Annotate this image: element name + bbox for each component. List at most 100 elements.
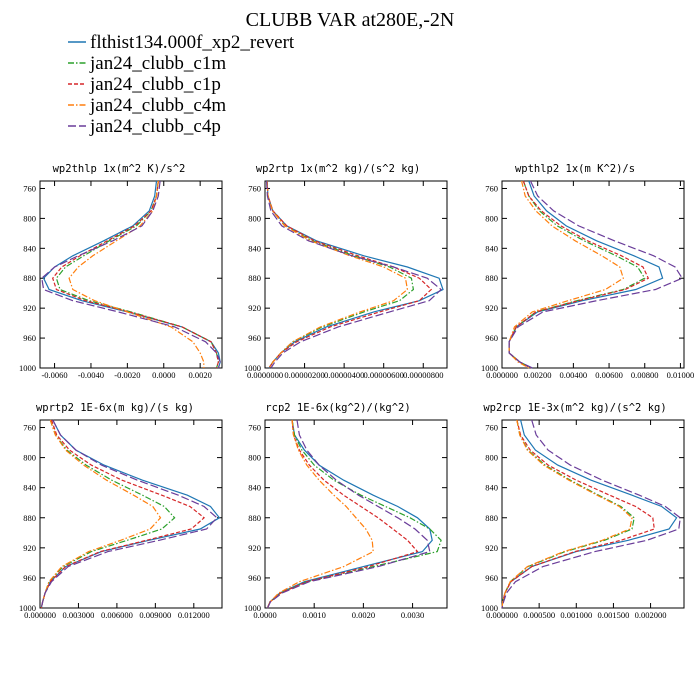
x-tick-label: 0.0000 bbox=[253, 610, 276, 620]
x-tick-label: 0.001000 bbox=[560, 610, 592, 620]
y-tick-label: 960 bbox=[485, 333, 498, 343]
series-line-2 bbox=[266, 419, 442, 609]
legend-label-3: jan24_clubb_c1p bbox=[89, 74, 221, 95]
y-tick-label: 840 bbox=[23, 483, 36, 493]
y-tick-label: 840 bbox=[23, 243, 36, 253]
series-line-1 bbox=[501, 419, 678, 609]
panel-wprtp2: wprtp2 1E-6x(m kg)/(s kg) 760 800 840 880 92… bbox=[19, 402, 223, 620]
y-tick-label: 960 bbox=[248, 573, 261, 583]
x-tick-label: -0.0060 bbox=[41, 370, 67, 380]
panel-rcp2: rcp2 1E-6x(kg^2)/(kg^2) 760 800 840 880 920 9… bbox=[244, 402, 448, 620]
x-tick-label: 0.0000000 bbox=[247, 370, 283, 380]
series-line-4 bbox=[508, 180, 625, 369]
panel-title: wprtp2 1E-6x(m kg)/(s kg) bbox=[36, 402, 194, 414]
panel-title: rcp2 1E-6x(kg^2)/(kg^2) bbox=[265, 402, 410, 414]
y-tick-label: 840 bbox=[485, 483, 498, 493]
y-tick-label: 880 bbox=[485, 273, 498, 283]
y-tick-label: 760 bbox=[485, 183, 498, 193]
y-tick-label: 760 bbox=[485, 423, 498, 433]
y-tick-label: 1000 bbox=[19, 603, 36, 613]
series-line-2 bbox=[55, 180, 220, 369]
series-line-3 bbox=[508, 180, 650, 369]
y-tick-label: 800 bbox=[485, 453, 498, 463]
x-tick-label: 0.0000 bbox=[152, 370, 175, 380]
series-line-2 bbox=[508, 180, 646, 369]
y-tick-label: 1000 bbox=[481, 603, 498, 613]
y-tick-label: 1000 bbox=[19, 363, 36, 373]
legend-label-1: flthist134.000f_xp2_revert bbox=[90, 32, 295, 53]
x-tick-label: 0.002000 bbox=[635, 610, 667, 620]
panel-title: wp2rtp 1x(m^2 kg)/(s^2 kg) bbox=[256, 163, 420, 175]
y-tick-label: 840 bbox=[248, 243, 261, 253]
x-tick-label: 0.01000 bbox=[667, 370, 695, 380]
panel-wp2rcp: wp2rcp 1E-3x(m^2 kg)/(s^2 kg) 760 800 840 8… bbox=[481, 402, 685, 620]
y-tick-label: 760 bbox=[248, 423, 261, 433]
series-line-5 bbox=[266, 180, 443, 369]
series-line-1 bbox=[266, 419, 433, 609]
y-tick-label: 880 bbox=[23, 273, 36, 283]
x-tick-label: 0.00000200 bbox=[284, 370, 324, 380]
series-line-4 bbox=[501, 419, 633, 609]
plot-frame bbox=[39, 419, 223, 609]
x-tick-label: 0.0030 bbox=[401, 610, 424, 620]
series-line-5 bbox=[501, 419, 681, 609]
y-tick-label: 1000 bbox=[244, 363, 261, 373]
y-tick-label: 960 bbox=[23, 573, 36, 583]
series-line-1 bbox=[508, 180, 664, 369]
x-tick-label: 0.012000 bbox=[178, 610, 210, 620]
y-tick-label: 760 bbox=[23, 183, 36, 193]
y-tick-label: 920 bbox=[485, 303, 498, 313]
series-line-2 bbox=[266, 180, 415, 369]
series-line-3 bbox=[266, 419, 419, 609]
y-tick-label: 840 bbox=[248, 483, 261, 493]
legend: flthist134.000f_xp2_revert jan24_clubb_c… bbox=[68, 32, 295, 137]
series-line-3 bbox=[40, 419, 206, 609]
legend-label-2: jan24_clubb_c1m bbox=[89, 53, 226, 74]
x-tick-label: 0.0020 bbox=[352, 610, 375, 620]
y-tick-label: 920 bbox=[23, 303, 36, 313]
y-tick-label: 800 bbox=[248, 453, 261, 463]
series-line-2 bbox=[501, 419, 635, 609]
y-tick-label: 800 bbox=[23, 213, 36, 223]
x-tick-label: 0.0020 bbox=[188, 370, 211, 380]
plot-frame bbox=[501, 180, 685, 369]
series-line-5 bbox=[266, 419, 431, 609]
series-line-2 bbox=[40, 419, 176, 609]
series-line-5 bbox=[40, 419, 218, 609]
x-tick-label: 0.000000 bbox=[24, 610, 56, 620]
plot-frame bbox=[501, 419, 685, 609]
y-tick-label: 800 bbox=[485, 213, 498, 223]
y-tick-label: 960 bbox=[23, 333, 36, 343]
panel-title: wp2thlp 1x(m^2 K)/s^2 bbox=[53, 163, 186, 175]
figure-title: CLUBB VAR at280E,-2N bbox=[246, 9, 455, 31]
x-tick-label: -0.0040 bbox=[78, 370, 104, 380]
x-tick-label: 0.000500 bbox=[523, 610, 555, 620]
x-tick-label: 0.009000 bbox=[139, 610, 171, 620]
x-tick-label: 0.00000800 bbox=[403, 370, 443, 380]
plot-frame bbox=[264, 180, 448, 369]
x-tick-label: 0.00600 bbox=[595, 370, 623, 380]
x-tick-label: 0.000000 bbox=[486, 610, 518, 620]
series-line-4 bbox=[266, 419, 374, 609]
y-tick-label: 880 bbox=[248, 273, 261, 283]
y-tick-label: 960 bbox=[485, 573, 498, 583]
panel-wp2rtp: wp2rtp 1x(m^2 kg)/(s^2 kg) 760 800 840 880 9… bbox=[244, 163, 448, 380]
x-tick-label: -0.0020 bbox=[114, 370, 140, 380]
y-tick-label: 1000 bbox=[481, 363, 498, 373]
y-tick-label: 920 bbox=[248, 543, 261, 553]
x-tick-label: 0.003000 bbox=[63, 610, 95, 620]
series-line-5 bbox=[508, 180, 684, 369]
y-tick-label: 760 bbox=[23, 423, 36, 433]
series-line-1 bbox=[42, 180, 221, 369]
x-tick-label: 0.00000600 bbox=[364, 370, 404, 380]
y-tick-label: 760 bbox=[248, 183, 261, 193]
panel-title: wpthlp2 1x(m K^2)/s bbox=[515, 163, 635, 175]
x-tick-label: 0.00200 bbox=[524, 370, 552, 380]
series-line-5 bbox=[41, 180, 221, 369]
series-line-3 bbox=[501, 419, 655, 609]
legend-label-4: jan24_clubb_c4m bbox=[89, 95, 226, 116]
y-tick-label: 960 bbox=[248, 333, 261, 343]
series-line-4 bbox=[40, 419, 162, 609]
x-tick-label: 0.00400 bbox=[560, 370, 588, 380]
